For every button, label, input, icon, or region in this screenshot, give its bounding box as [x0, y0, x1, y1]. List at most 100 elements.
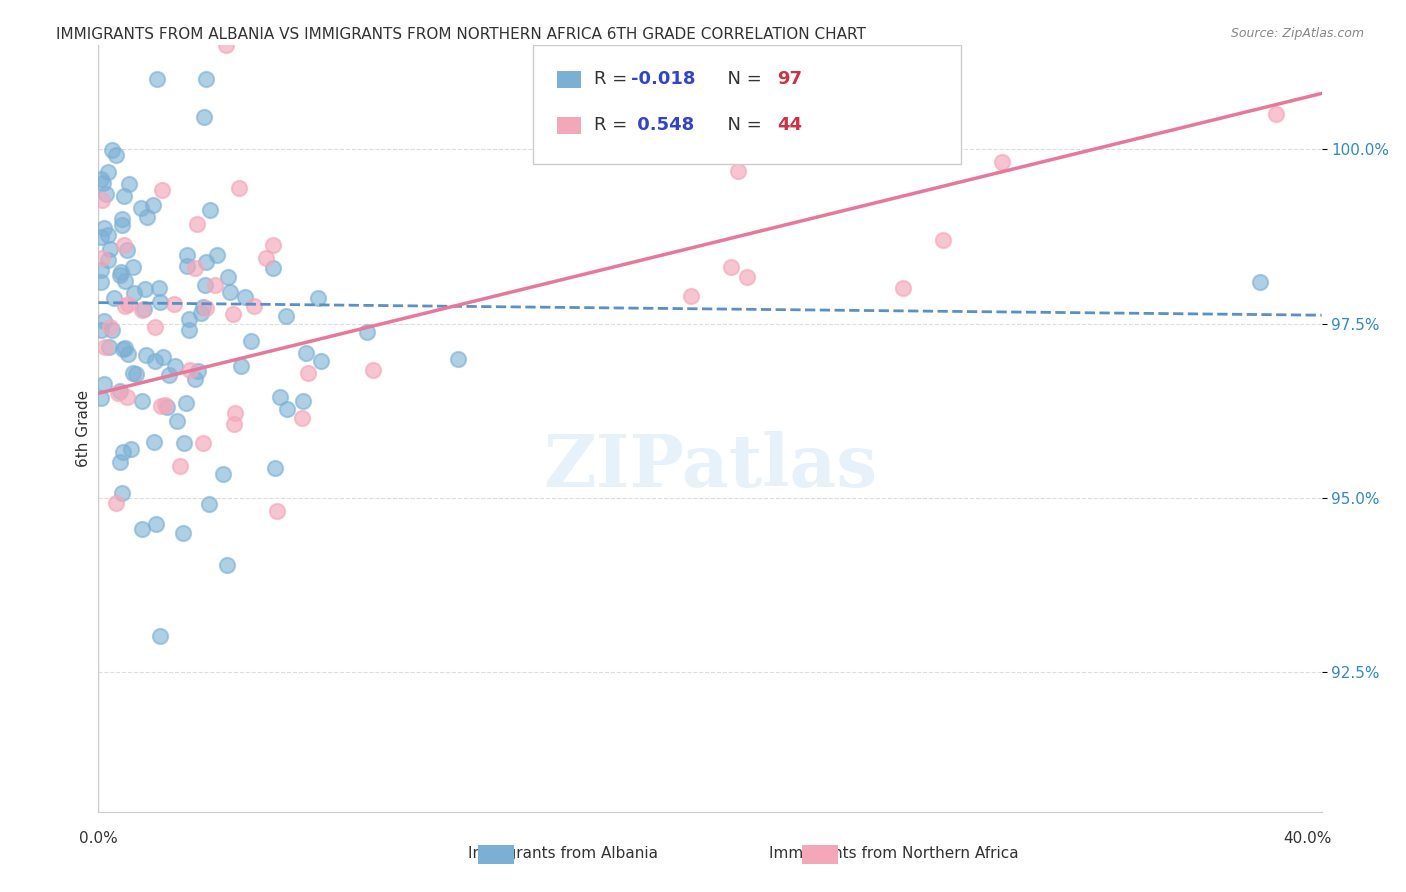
Immigrants from Northern Africa — [297, 366, 319, 380]
Immigrants from Albania — [111, 211, 134, 226]
Immigrants from Albania — [276, 401, 298, 416]
Immigrants from Northern Africa — [727, 164, 749, 178]
Immigrants from Albania — [110, 455, 132, 469]
Immigrants from Albania — [117, 347, 139, 361]
Immigrants from Northern Africa — [866, 117, 889, 131]
Immigrants from Albania — [217, 558, 239, 573]
Immigrants from Northern Africa — [195, 301, 218, 316]
Text: 44: 44 — [778, 116, 803, 134]
Immigrants from Albania — [183, 371, 205, 385]
Immigrants from Northern Africa — [90, 252, 112, 266]
Immigrants from Albania — [110, 219, 132, 233]
Immigrants from Albania — [97, 165, 120, 179]
Immigrants from Albania — [111, 445, 134, 459]
Immigrants from Albania — [152, 350, 174, 364]
Immigrants from Northern Africa — [94, 340, 117, 354]
Immigrants from Albania — [240, 334, 263, 348]
Immigrants from Albania — [90, 263, 112, 277]
Immigrants from Albania — [198, 202, 221, 217]
Immigrants from Albania — [219, 285, 242, 300]
Bar — [557, 70, 581, 87]
Text: N =: N = — [716, 116, 768, 134]
Immigrants from Northern Africa — [228, 181, 250, 195]
Immigrants from Albania — [114, 341, 136, 355]
Immigrants from Northern Africa — [720, 260, 742, 274]
Immigrants from Albania — [111, 342, 134, 356]
Immigrants from Northern Africa — [242, 299, 264, 313]
Immigrants from Albania — [90, 391, 112, 405]
Immigrants from Northern Africa — [191, 436, 214, 450]
Immigrants from Northern Africa — [224, 406, 246, 420]
Immigrants from Albania — [134, 282, 156, 296]
Immigrants from Albania — [307, 291, 329, 305]
Immigrants from Albania — [90, 322, 112, 336]
Immigrants from Albania — [149, 294, 172, 309]
Immigrants from Albania — [156, 400, 179, 414]
Immigrants from Albania — [264, 461, 287, 475]
Immigrants from Albania — [114, 274, 136, 288]
Immigrants from Albania — [97, 252, 120, 267]
Text: IMMIGRANTS FROM ALBANIA VS IMMIGRANTS FROM NORTHERN AFRICA 6TH GRADE CORRELATION: IMMIGRANTS FROM ALBANIA VS IMMIGRANTS FR… — [56, 27, 866, 42]
Immigrants from Albania — [145, 516, 167, 531]
Immigrants from Albania — [190, 305, 212, 319]
Immigrants from Albania — [165, 359, 187, 374]
Text: Immigrants from Albania: Immigrants from Albania — [468, 847, 658, 862]
Immigrants from Northern Africa — [163, 296, 186, 310]
Text: N =: N = — [716, 70, 768, 88]
Immigrants from Albania — [98, 242, 121, 256]
Text: ZIPatlas: ZIPatlas — [543, 431, 877, 502]
Immigrants from Northern Africa — [891, 281, 914, 295]
Immigrants from Albania — [115, 243, 138, 257]
Immigrants from Northern Africa — [149, 399, 172, 413]
Immigrants from Northern Africa — [114, 299, 136, 313]
Immigrants from Northern Africa — [262, 238, 284, 252]
Immigrants from Albania — [110, 265, 132, 279]
Bar — [557, 117, 581, 134]
Immigrants from Albania — [446, 351, 468, 366]
Immigrants from Albania — [292, 393, 315, 408]
Immigrants from Albania — [179, 311, 201, 326]
Immigrants from Northern Africa — [155, 398, 177, 412]
Immigrants from Albania — [262, 261, 284, 276]
Immigrants from Albania — [122, 366, 145, 380]
Immigrants from Northern Africa — [169, 458, 191, 473]
Immigrants from Albania — [233, 290, 256, 304]
Immigrants from Albania — [125, 368, 148, 382]
Immigrants from Albania — [93, 220, 115, 235]
Immigrants from Northern Africa — [143, 319, 166, 334]
Immigrants from Albania — [105, 148, 128, 162]
Immigrants from Albania — [187, 364, 209, 378]
Immigrants from Albania — [177, 323, 200, 337]
Immigrants from Albania — [176, 248, 198, 262]
Immigrants from Northern Africa — [681, 289, 703, 303]
Immigrants from Albania — [1250, 275, 1272, 289]
Immigrants from Albania — [173, 435, 195, 450]
Text: Immigrants from Northern Africa: Immigrants from Northern Africa — [769, 847, 1018, 862]
Immigrants from Albania — [195, 72, 218, 87]
Immigrants from Albania — [122, 286, 145, 301]
Immigrants from Albania — [142, 198, 165, 212]
Immigrants from Northern Africa — [735, 270, 758, 285]
Text: R =: R = — [593, 70, 633, 88]
Immigrants from Albania — [90, 276, 112, 290]
Immigrants from Albania — [295, 346, 318, 360]
Immigrants from Albania — [148, 281, 170, 295]
Immigrants from Northern Africa — [98, 320, 121, 334]
Immigrants from Albania — [193, 110, 215, 124]
Immigrants from Albania — [207, 248, 229, 262]
Text: R =: R = — [593, 116, 633, 134]
Immigrants from Albania — [172, 526, 194, 541]
Immigrants from Albania — [356, 325, 378, 339]
Immigrants from Albania — [198, 497, 221, 511]
Immigrants from Albania — [149, 629, 172, 643]
Text: 97: 97 — [778, 70, 803, 88]
Immigrants from Albania — [132, 302, 155, 317]
Immigrants from Albania — [111, 486, 134, 500]
Immigrants from Albania — [93, 176, 115, 190]
Immigrants from Albania — [93, 313, 115, 327]
Immigrants from Albania — [269, 390, 291, 404]
Immigrants from Northern Africa — [1264, 107, 1286, 121]
Immigrants from Albania — [103, 291, 125, 305]
Immigrants from Albania — [97, 227, 120, 242]
Immigrants from Albania — [112, 189, 135, 203]
